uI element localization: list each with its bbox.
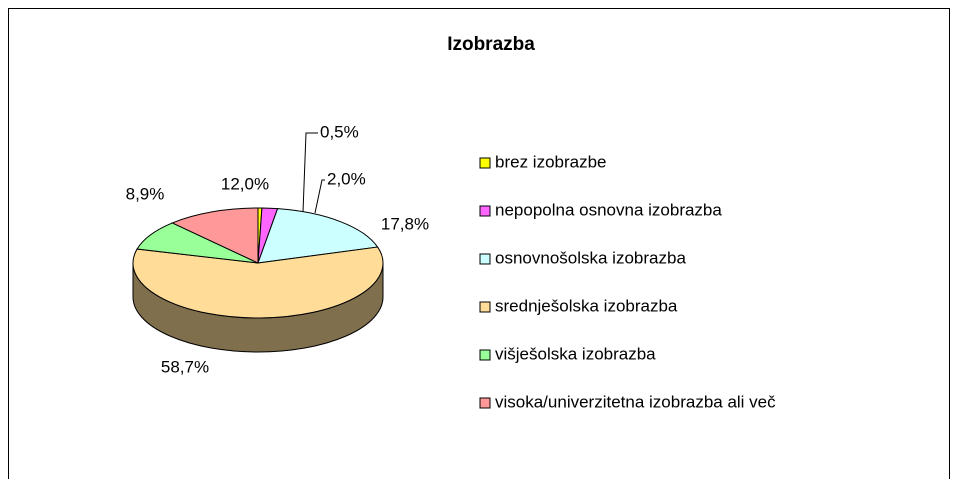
- legend-swatch: [479, 301, 491, 313]
- data-label: 2,0%: [327, 169, 366, 188]
- pie-slice: [132, 246, 384, 319]
- data-label: 58,7%: [161, 357, 209, 376]
- chart-title: Izobrazba: [447, 34, 535, 55]
- legend-swatch: [479, 205, 491, 217]
- data-label: 17,8%: [381, 214, 429, 233]
- legend-label: osnovnošolska izobrazba: [495, 248, 686, 267]
- legend-label: brez izobrazbe: [495, 152, 607, 171]
- legend-swatch: [479, 349, 491, 361]
- legend-label: visoka/univerzitetna izobrazba ali več: [495, 392, 776, 411]
- data-label: 12,0%: [221, 174, 269, 193]
- legend-swatch: [479, 253, 491, 265]
- chart-frame: [8, 8, 950, 479]
- pie-slice: [171, 207, 259, 264]
- leader-line: [302, 132, 318, 213]
- data-label: 0,5%: [320, 122, 359, 141]
- legend-label: višješolska izobrazba: [495, 344, 656, 363]
- leader-line: [314, 179, 325, 214]
- legend-swatch: [479, 157, 491, 169]
- legend-label: srednješolska izobrazba: [495, 296, 678, 315]
- pie-slice: [257, 208, 379, 264]
- legend-swatch: [479, 397, 491, 409]
- legend-label: nepopolna osnovna izobrazba: [495, 200, 722, 219]
- data-label: 8,9%: [126, 184, 165, 203]
